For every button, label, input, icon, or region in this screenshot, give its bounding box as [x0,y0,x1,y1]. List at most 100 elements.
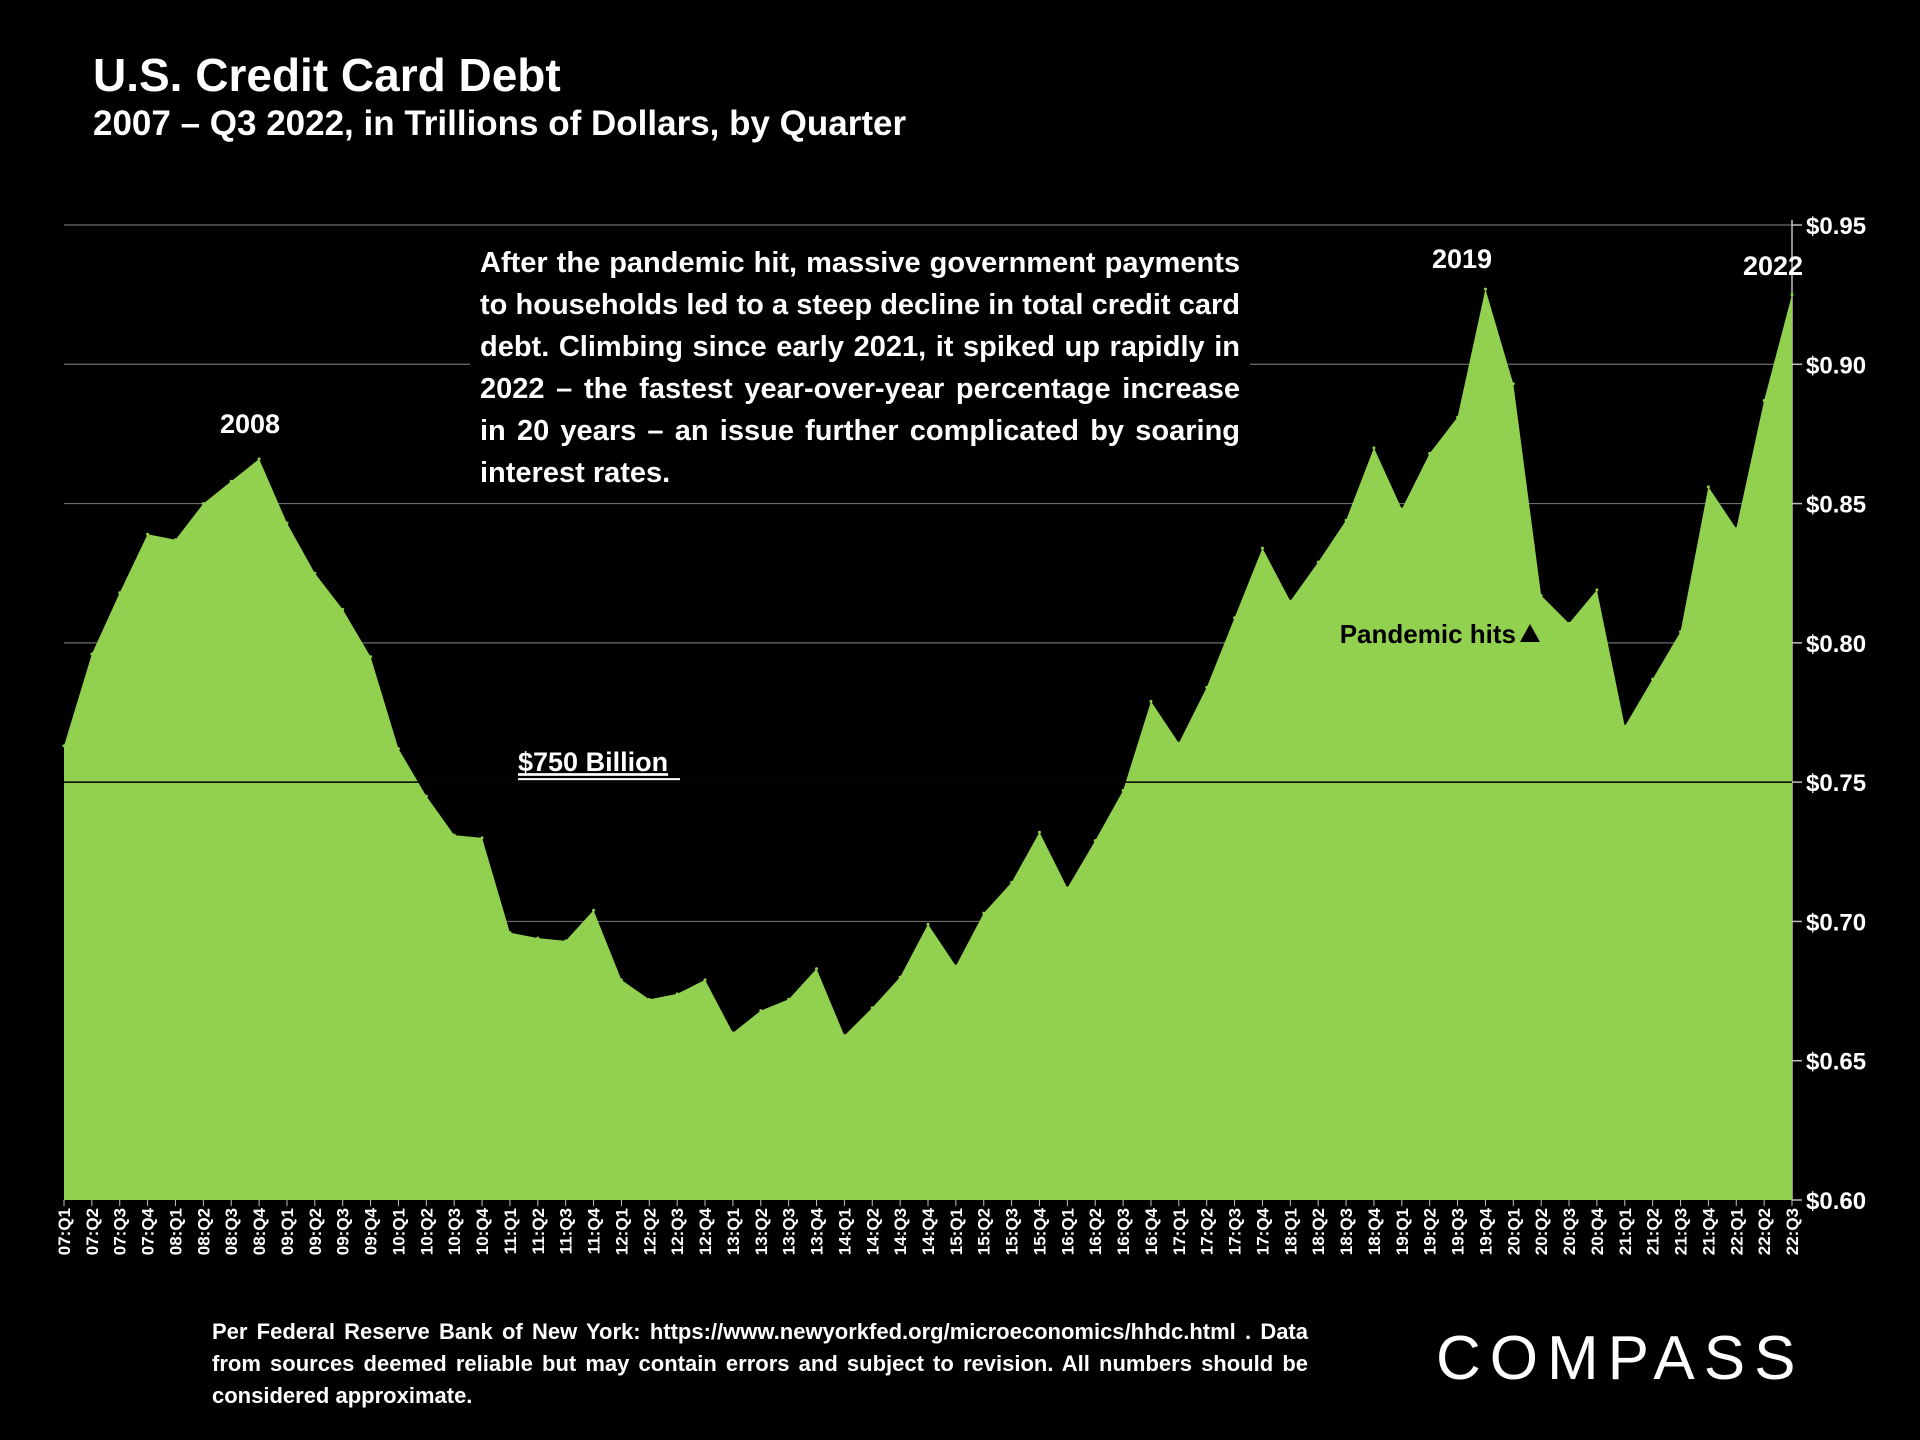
debt-area [64,289,1792,1201]
x-tick-label: 13:Q2 [752,1208,771,1255]
y-tick-label: $0.70 [1806,909,1866,936]
data-point [1595,588,1599,592]
x-tick-label: 18:Q1 [1281,1208,1300,1255]
x-tick-label: 07:Q3 [111,1208,130,1255]
x-tick-label: 10:Q4 [473,1207,492,1255]
data-point [313,571,317,575]
data-point [1706,485,1710,489]
data-point [508,931,512,935]
data-point [341,607,345,611]
x-tick-label: 12:Q2 [640,1208,659,1255]
area-series [62,287,1794,1201]
x-tick-label: 13:Q4 [808,1207,827,1255]
data-point [90,652,94,656]
x-tick-label: 18:Q3 [1337,1208,1356,1255]
data-point [146,532,150,536]
x-tick-label: 07:Q2 [83,1208,102,1255]
data-point [1288,599,1292,603]
data-point [1623,724,1627,728]
data-point [257,457,261,461]
data-point [592,908,596,912]
x-tick-label: 19:Q4 [1476,1207,1495,1255]
data-point [452,833,456,837]
x-tick-label: 11:Q4 [585,1207,604,1254]
data-point [1651,677,1655,681]
y-tick-label: $0.85 [1806,492,1866,519]
data-point [62,744,66,748]
x-tick-label: 20:Q1 [1504,1208,1523,1255]
x-tick-label: 12:Q1 [612,1208,631,1255]
y-tick-label: $0.75 [1806,770,1866,797]
x-tick-label: 14:Q1 [835,1208,854,1255]
data-point [1567,621,1571,625]
data-point [759,1009,763,1013]
data-point [424,794,428,798]
x-tick-label: 22:Q1 [1727,1208,1746,1255]
x-tick-label: 21:Q3 [1672,1208,1691,1255]
data-point [703,978,707,982]
data-point [619,978,623,982]
compass-logo: COMPASS [1436,1324,1805,1393]
reference-line-label: $750 Billion [518,747,668,777]
x-tick-label: 17:Q3 [1226,1208,1245,1255]
x-tick-label: 13:Q3 [780,1208,799,1255]
chart-title: U.S. Credit Card Debt [93,49,561,101]
y-tick-label: $0.80 [1806,631,1866,658]
data-point [1121,789,1125,792]
x-tick-label: 08:Q2 [194,1208,213,1255]
x-tick-label: 16:Q1 [1058,1208,1077,1255]
x-tick-label: 20:Q2 [1532,1208,1551,1255]
x-tick-label: 12:Q3 [668,1208,687,1255]
x-tick-label: 21:Q1 [1616,1208,1635,1255]
x-tick-label: 13:Q1 [724,1208,743,1255]
x-tick-label: 09:Q4 [362,1207,381,1255]
y-axis-ticks: $0.60 $0.65 $0.70 $0.75 $0.80 $0.85 $0.90 $0.95 [1806,213,1866,1215]
x-tick-label: 10:Q1 [389,1208,408,1255]
data-point [1177,741,1181,745]
x-tick-label: 18:Q4 [1365,1207,1384,1255]
data-point [1762,399,1766,402]
data-point [118,591,122,595]
y-tick-label: $0.90 [1806,352,1866,379]
x-axis-ticks: 07:Q1 07:Q2 07:Q3 07:Q4 08:Q1 08:Q2 08:Q3 08:Q4… [55,1200,1802,1255]
data-point [285,521,289,525]
annotation-2022: 2022 [1743,251,1803,281]
x-tick-label: 08:Q1 [166,1208,185,1255]
x-tick-label: 07:Q1 [55,1208,74,1255]
data-point [369,655,373,659]
x-tick-label: 11:Q3 [557,1208,576,1254]
x-tick-label: 22:Q3 [1783,1208,1802,1255]
x-tick-label: 21:Q2 [1644,1208,1663,1255]
data-point [870,1006,874,1010]
data-point [1790,293,1794,297]
data-point [731,1031,735,1035]
x-tick-label: 20:Q3 [1560,1208,1579,1255]
x-tick-label: 14:Q4 [919,1207,938,1255]
annotation-pandemic-hits: Pandemic hits [1340,619,1516,649]
x-tick-label: 09:Q2 [306,1208,325,1255]
x-tick-label: 20:Q4 [1588,1207,1607,1255]
data-point [1149,699,1153,703]
source-footnote-line1: Per Federal Reserve Bank of New York: ht… [212,1319,1252,1344]
data-point [842,1034,846,1038]
data-point [647,997,651,1001]
data-point [1539,594,1543,597]
x-tick-label: 16:Q4 [1142,1207,1161,1255]
x-tick-label: 19:Q2 [1421,1208,1440,1255]
pandemic-arrow-icon [1520,624,1540,642]
x-tick-label: 08:Q4 [250,1207,269,1255]
source-footnote: Per Federal Reserve Bank of New York: ht… [212,1316,1308,1412]
annotation-text-box: After the pandemic hit, massive governme… [470,238,1250,502]
x-tick-label: 09:Q3 [334,1208,353,1255]
data-point [564,939,568,943]
x-tick-label: 08:Q3 [222,1208,241,1255]
data-point [536,936,540,940]
data-point [1734,527,1738,531]
data-point [1093,839,1097,843]
data-point [1511,382,1515,386]
x-tick-label: 17:Q1 [1170,1208,1189,1255]
data-point [1037,830,1041,834]
data-point [480,836,484,840]
data-point [1205,685,1209,689]
